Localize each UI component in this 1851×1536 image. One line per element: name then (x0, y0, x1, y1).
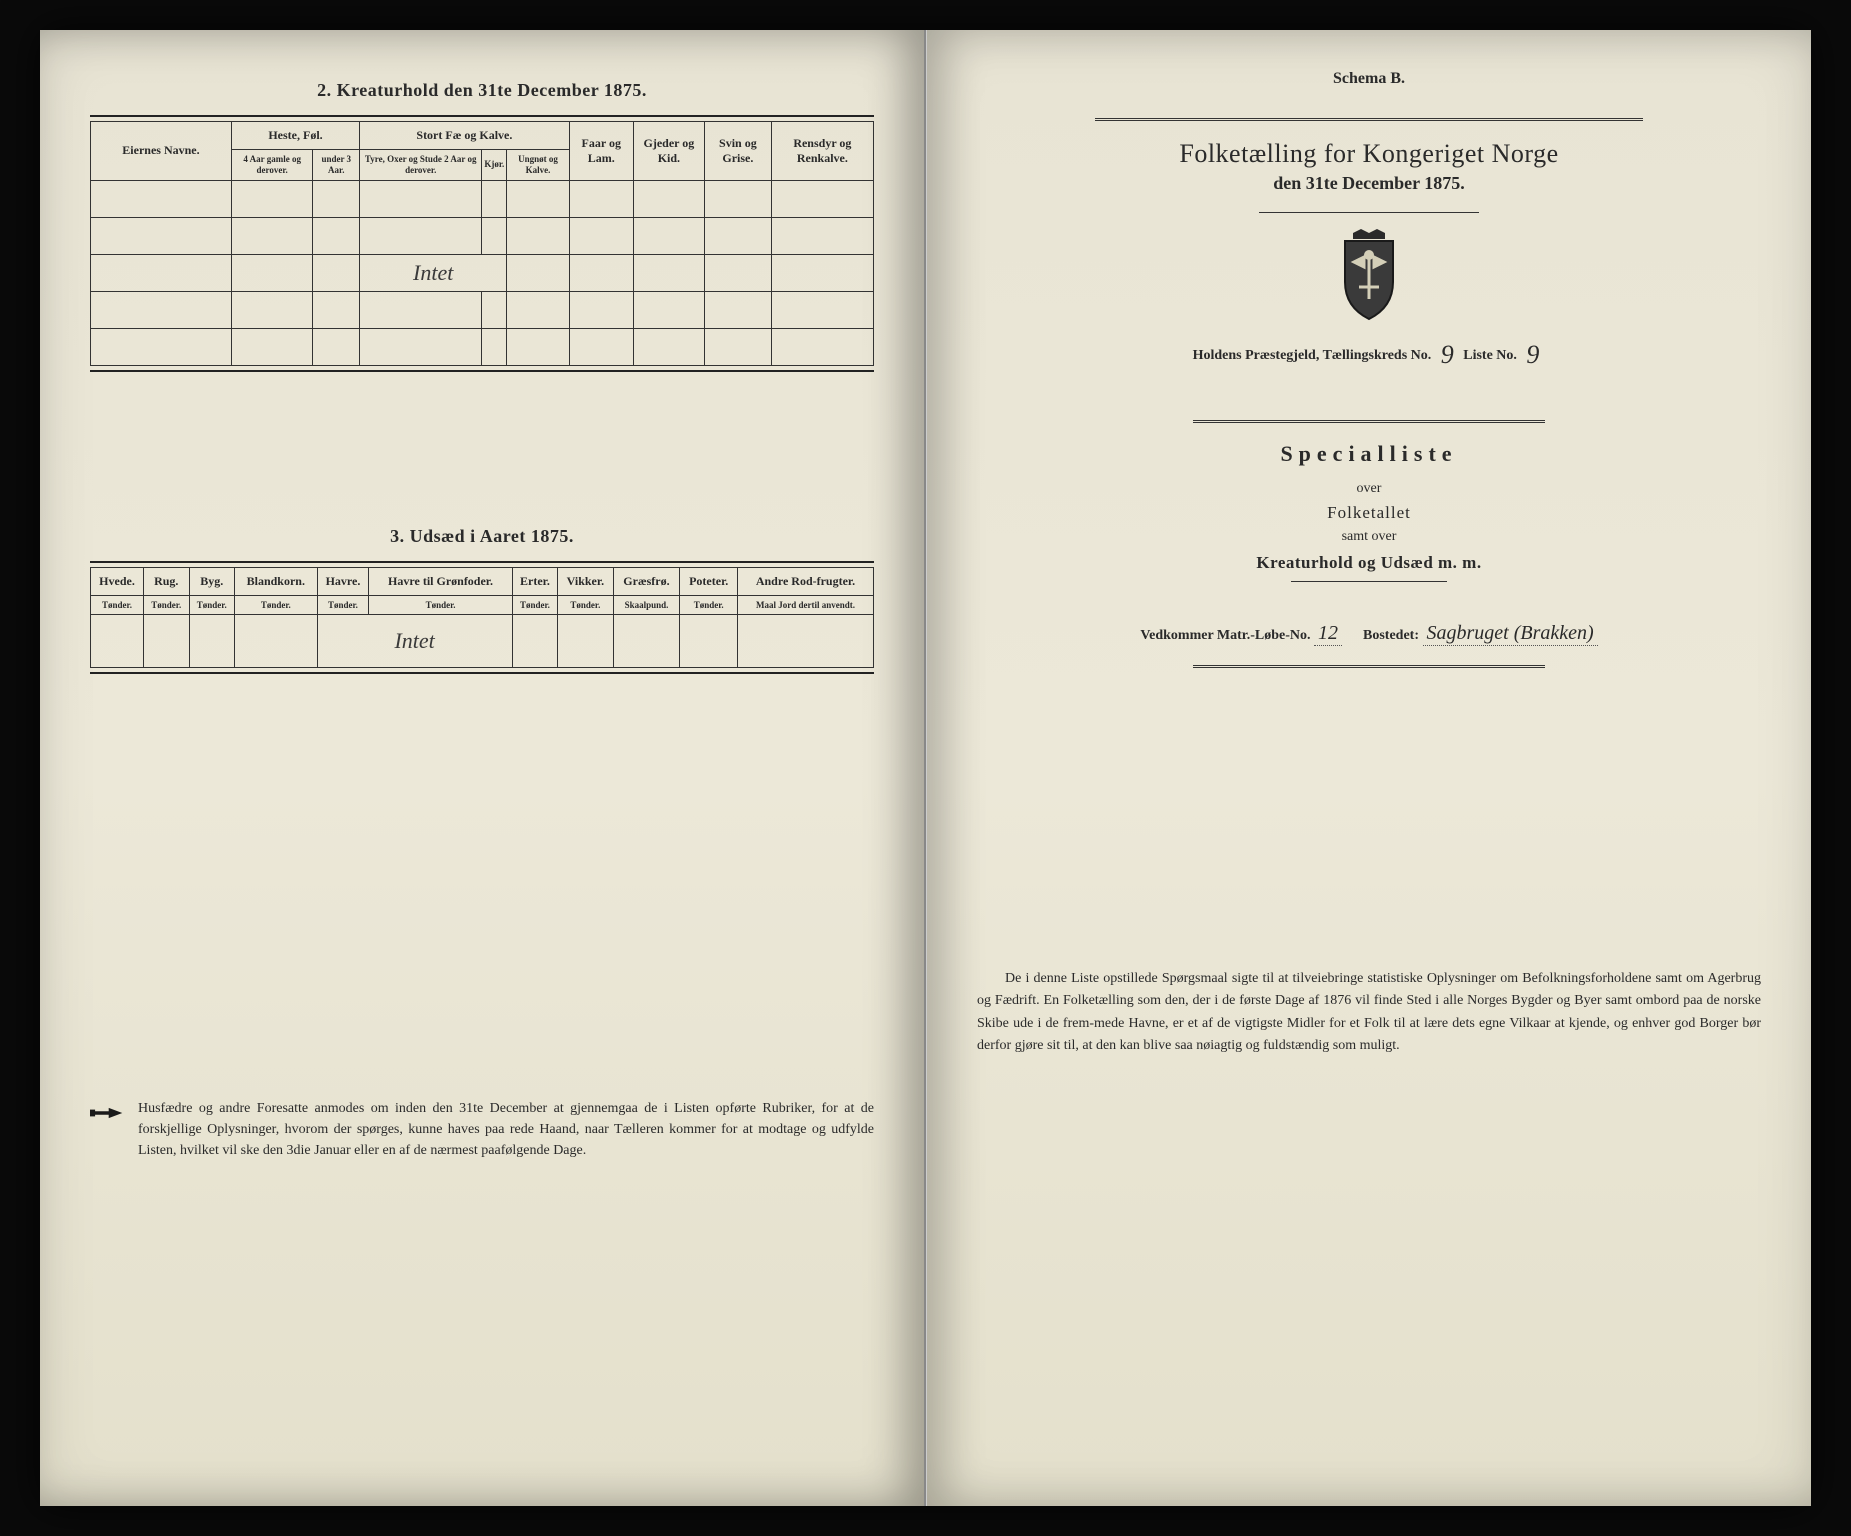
bosted-value: Sagbruget (Brakken) (1423, 622, 1598, 646)
matr-value: 12 (1314, 622, 1342, 646)
col-group: Heste, Føl. (231, 122, 359, 150)
kreaturhold-label: Kreaturhold og Udsæd m. m. (977, 553, 1761, 573)
col-group: Stort Fæ og Kalve. (360, 122, 570, 150)
left-page: 2. Kreaturhold den 31te December 1875. E… (40, 30, 926, 1506)
sub-col: 4 Aar gamle og derover. (231, 150, 312, 181)
col: Havre. (317, 567, 369, 595)
date-subtitle: den 31te December 1875. (977, 173, 1761, 194)
handwritten-entry: Intet (317, 615, 512, 668)
col-group: Faar og Lam. (569, 122, 633, 181)
rule (1095, 118, 1644, 121)
district-line: Holdens Præstegjeld, Tællingskreds No. 9… (977, 340, 1761, 370)
main-title: Folketælling for Kongeriget Norge (977, 139, 1761, 169)
unit: Tønder. (91, 595, 144, 615)
liste-label: Liste No. (1463, 348, 1517, 363)
samt-label: samt over (977, 529, 1761, 545)
rule (1193, 665, 1546, 668)
owners-header: Eiernes Navne. (91, 122, 232, 181)
pointing-hand-icon (90, 1102, 124, 1124)
col: Rug. (143, 567, 189, 595)
footnote-text: Husfædre og andre Foresatte anmodes om i… (138, 1098, 874, 1161)
bosted-label: Bostedet: (1363, 628, 1419, 643)
folketallet-label: Folketallet (977, 503, 1761, 523)
rule (90, 672, 874, 674)
specialliste-title: Specialliste (977, 441, 1761, 467)
unit: Tønder. (369, 595, 512, 615)
prastegjeld-label: Holdens Præstegjeld, Tællingskreds No. (1193, 348, 1432, 363)
unit: Tønder. (317, 595, 369, 615)
rule (1193, 420, 1546, 423)
col: Vikker. (558, 567, 613, 595)
sub-col: Ungnøt og Kalve. (507, 150, 569, 181)
section-2-title: 2. Kreaturhold den 31te December 1875. (90, 80, 874, 101)
col: Hvede. (91, 567, 144, 595)
over-label: over (977, 481, 1761, 497)
unit: Tønder. (189, 595, 235, 615)
sub-col: Tyre, Oxer og Stude 2 Aar og derover. (360, 150, 482, 181)
unit: Tønder. (512, 595, 558, 615)
matr-label: Vedkommer Matr.-Løbe-No. (1140, 628, 1310, 643)
handwritten-entry: Intet (360, 254, 507, 291)
sub-col: under 3 Aar. (313, 150, 360, 181)
unit: Tønder. (558, 595, 613, 615)
schema-label: Schema B. (977, 70, 1761, 88)
unit: Tønder. (235, 595, 318, 615)
unit: Tønder. (143, 595, 189, 615)
rule (90, 115, 874, 117)
book-spread: 2. Kreaturhold den 31te December 1875. E… (40, 30, 1811, 1506)
col-group: Gjeder og Kid. (633, 122, 704, 181)
property-line: Vedkommer Matr.-Løbe-No. 12 Bostedet: Sa… (977, 622, 1761, 645)
col: Græsfrø. (613, 567, 680, 595)
rule (1291, 581, 1448, 582)
footnote: Husfædre og andre Foresatte anmodes om i… (90, 1098, 874, 1161)
coat-of-arms-icon (1329, 227, 1409, 322)
livestock-table: Eiernes Navne. Heste, Føl. Stort Fæ og K… (90, 121, 874, 366)
col: Poteter. (680, 567, 738, 595)
unit: Tønder. (680, 595, 738, 615)
kreds-number: 9 (1435, 340, 1460, 369)
seed-table: Hvede. Rug. Byg. Blandkorn. Havre. Havre… (90, 567, 874, 669)
right-page: Schema B. Folketælling for Kongeriget No… (926, 30, 1811, 1506)
col: Erter. (512, 567, 558, 595)
section-3-title: 3. Udsæd i Aaret 1875. (90, 526, 874, 547)
col-group: Svin og Grise. (705, 122, 772, 181)
sub-col: Kjør. (482, 150, 507, 181)
rule (90, 370, 874, 372)
rule (90, 561, 874, 563)
liste-number: 9 (1520, 340, 1545, 369)
explanatory-paragraph: De i denne Liste opstillede Spørgsmaal s… (977, 968, 1761, 1058)
col-group: Rensdyr og Renkalve. (771, 122, 873, 181)
rule (1259, 212, 1479, 213)
col: Blandkorn. (235, 567, 318, 595)
unit: Maal Jord dertil anvendt. (738, 595, 874, 615)
col: Havre til Grønfoder. (369, 567, 512, 595)
col: Andre Rod-frugter. (738, 567, 874, 595)
col: Byg. (189, 567, 235, 595)
unit: Skaalpund. (613, 595, 680, 615)
